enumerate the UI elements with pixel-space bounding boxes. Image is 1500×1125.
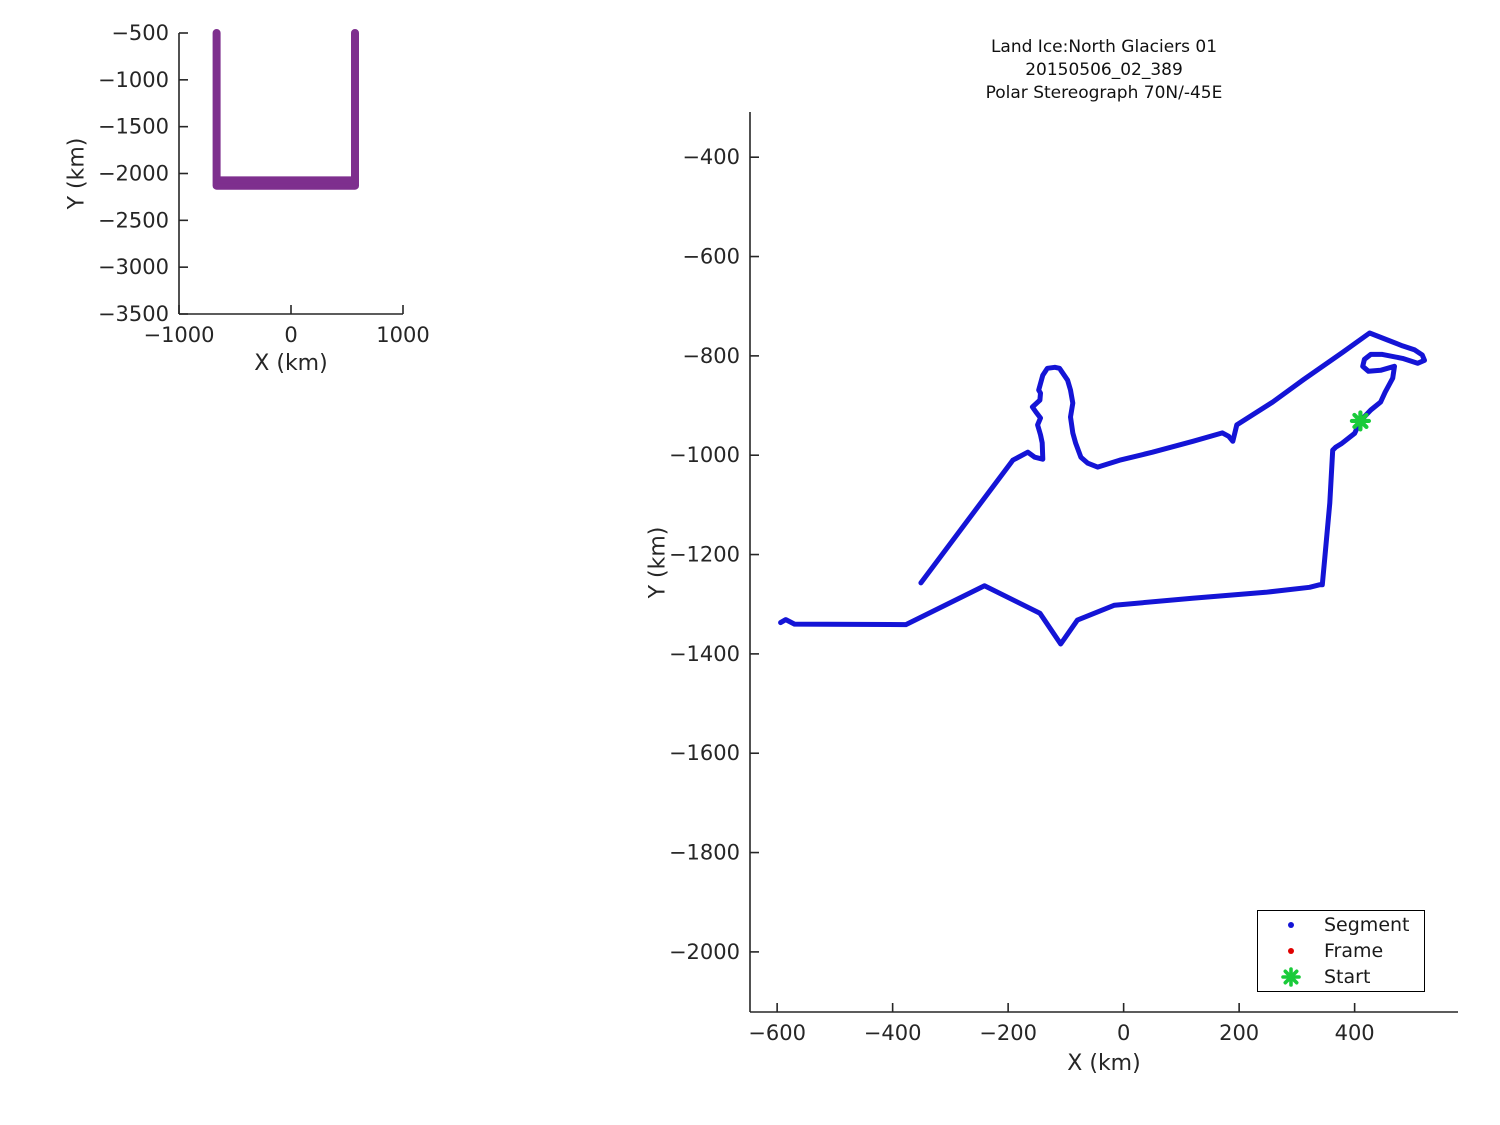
- svg-text:−500: −500: [111, 21, 169, 45]
- svg-text:−200: −200: [979, 1021, 1037, 1045]
- svg-text:−3500: −3500: [98, 302, 169, 326]
- title-line-campaign: Land Ice:North Glaciers 01: [990, 37, 1218, 57]
- svg-text:−1800: −1800: [669, 841, 740, 865]
- svg-text:−1000: −1000: [669, 443, 740, 467]
- svg-text:−1400: −1400: [669, 642, 740, 666]
- title-line-projection: Polar Stereograph 70N/-45E: [985, 83, 1223, 103]
- svg-text:400: 400: [1335, 1021, 1375, 1045]
- legend-label-start: Start: [1324, 966, 1371, 989]
- svg-text:1000: 1000: [376, 323, 429, 347]
- svg-text:−1000: −1000: [98, 68, 169, 92]
- overview-y-axis-label: Y (km): [64, 137, 90, 210]
- title-line-flight-id: 20150506_02_389: [1025, 60, 1183, 80]
- plot-title: Land Ice:North Glaciers 01 20150506_02_3…: [804, 36, 1404, 105]
- overview-x-axis-label: X (km): [254, 351, 328, 376]
- svg-text:−800: −800: [682, 344, 740, 368]
- legend-label-frame: Frame: [1324, 940, 1384, 962]
- legend-label-segment: Segment: [1324, 913, 1410, 936]
- svg-text:−600: −600: [748, 1021, 806, 1045]
- svg-text:−2000: −2000: [669, 940, 740, 964]
- legend-item-start: Start: [1258, 965, 1424, 990]
- legend-item-segment: Segment: [1258, 912, 1424, 937]
- start-asterisk-icon: [1258, 966, 1324, 988]
- legend-box: Segment Frame Start: [1257, 910, 1425, 992]
- svg-text:−400: −400: [864, 1021, 922, 1045]
- main-y-axis-label: Y (km): [645, 526, 671, 599]
- svg-text:−400: −400: [682, 145, 740, 169]
- svg-text:−1000: −1000: [143, 323, 214, 347]
- frame-dot-icon: [1258, 941, 1324, 961]
- svg-text:−2500: −2500: [98, 208, 169, 232]
- segment-dot-icon: [1258, 915, 1324, 935]
- svg-text:0: 0: [284, 323, 297, 347]
- svg-text:−600: −600: [682, 245, 740, 269]
- svg-text:0: 0: [1117, 1021, 1130, 1045]
- legend-item-frame: Frame: [1258, 939, 1424, 964]
- svg-text:200: 200: [1219, 1021, 1259, 1045]
- main-x-axis-label: X (km): [1067, 1051, 1141, 1076]
- svg-text:−1600: −1600: [669, 741, 740, 765]
- svg-text:−3000: −3000: [98, 255, 169, 279]
- svg-text:−1500: −1500: [98, 115, 169, 139]
- svg-text:−1200: −1200: [669, 543, 740, 567]
- svg-text:−2000: −2000: [98, 162, 169, 186]
